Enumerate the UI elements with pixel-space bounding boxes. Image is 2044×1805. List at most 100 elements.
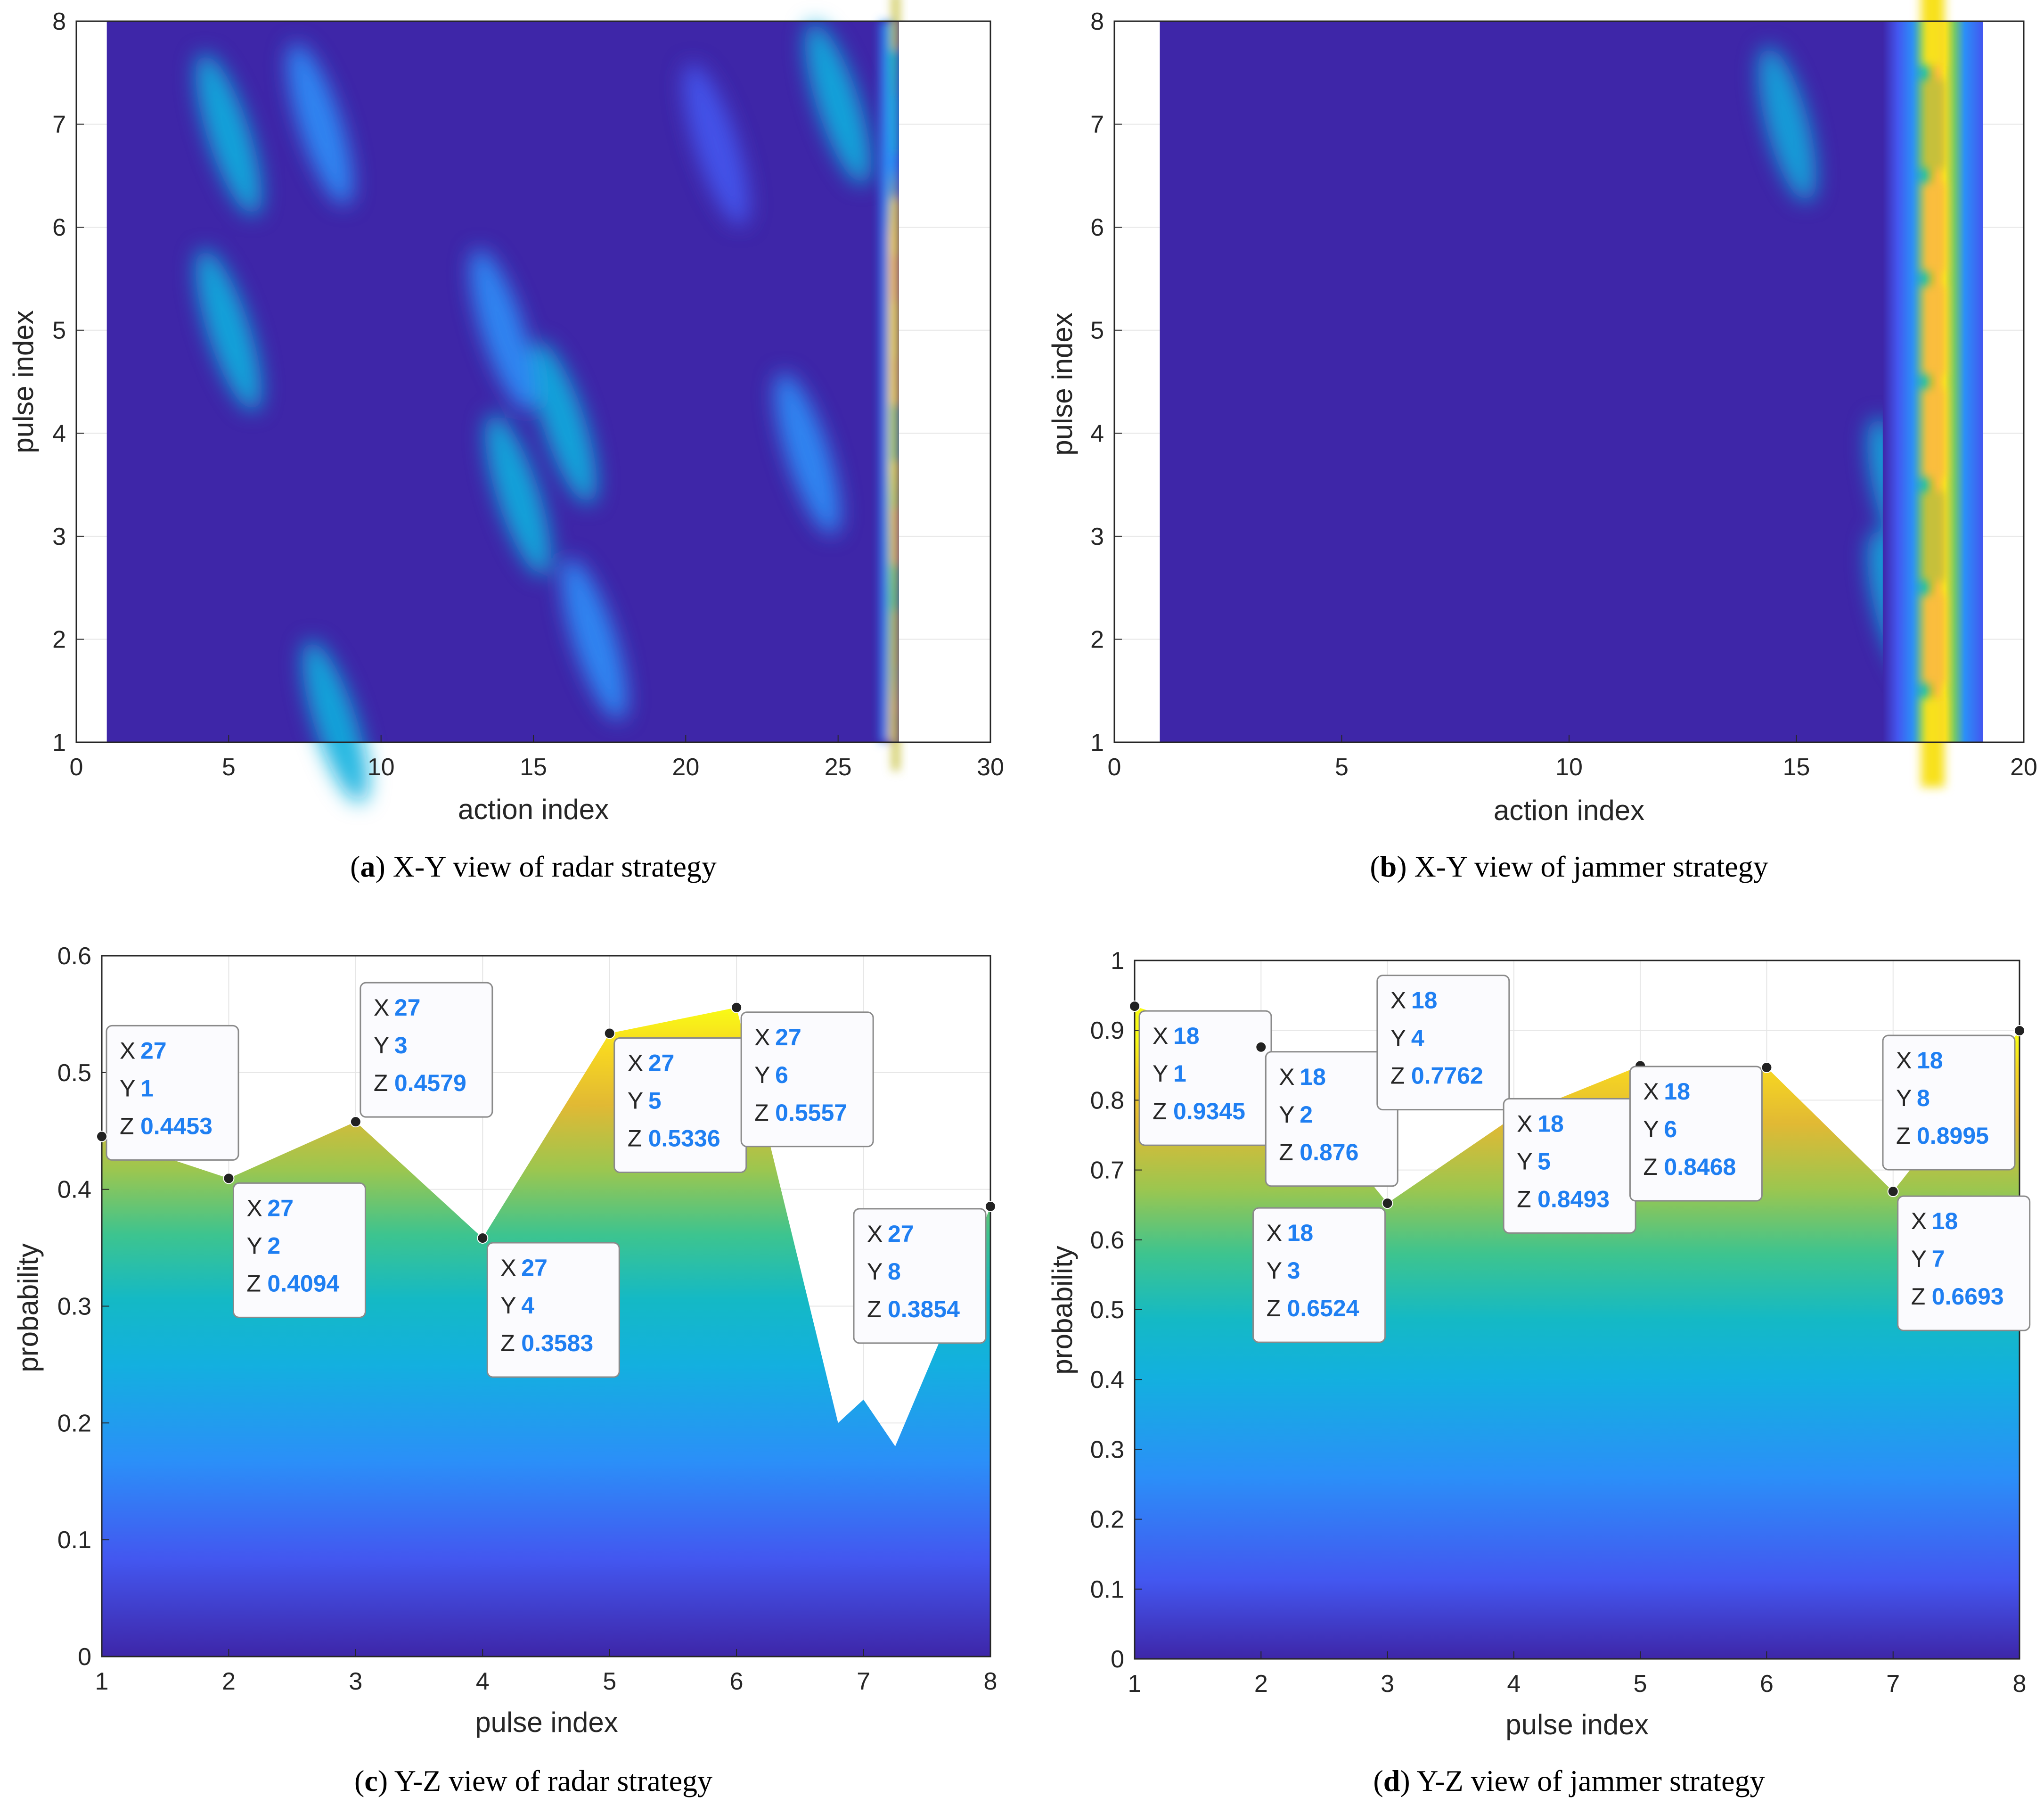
edge-cell: [892, 302, 899, 359]
datatip-value: 18: [1173, 1023, 1200, 1049]
datatip-value: 0.4579: [394, 1070, 466, 1096]
datatip-key: Z: [628, 1125, 642, 1152]
datatip-value: 0.3583: [521, 1330, 593, 1356]
datatip-value: 27: [648, 1050, 675, 1076]
y-tick-label: 4: [1090, 420, 1104, 447]
x-tick-label: 6: [1760, 1670, 1774, 1698]
datatip: X 27Y 4Z 0.3583: [486, 1242, 620, 1378]
datatip-key: Y: [1896, 1085, 1912, 1111]
x-tick-label: 20: [2010, 754, 2037, 781]
x-tick-label: 2: [1254, 1670, 1268, 1698]
y-tick-label: 5: [52, 317, 66, 345]
y-tick-label: 0.9: [1090, 1017, 1124, 1044]
x-tick-label: 5: [1634, 1670, 1647, 1698]
x-tick-label: 8: [2013, 1670, 2027, 1698]
x-tick-label: 7: [857, 1668, 870, 1695]
datatip: X 18Y 2Z 0.876: [1265, 1051, 1398, 1187]
ylabel-d: probability: [1047, 1246, 1078, 1375]
y-tick-label: 0.6: [57, 943, 91, 970]
datatip: X 18Y 6Z 0.8468: [1629, 1066, 1763, 1202]
datatip-value: 0.5557: [775, 1099, 847, 1126]
datatip-marker: [2014, 1025, 2025, 1036]
datatip: X 27Y 1Z 0.4453: [106, 1025, 239, 1161]
y-tick-label: 0.3: [57, 1293, 91, 1321]
datatip-marker: [1255, 1041, 1267, 1053]
datatip-key: Z: [1153, 1098, 1167, 1124]
datatip-key: Y: [867, 1258, 883, 1285]
datatip-value: 5: [648, 1088, 662, 1114]
y-tick-label: 0.4: [1090, 1366, 1124, 1394]
datatip-value: 6: [1664, 1116, 1677, 1142]
datatip-key: Y: [374, 1032, 389, 1058]
datatip-box: [360, 982, 493, 1118]
x-tick-label: 2: [222, 1668, 236, 1695]
y-tick-label: 5: [1090, 317, 1104, 345]
datatip: X 27Y 6Z 0.5557: [740, 1011, 874, 1148]
panel-c-radar-yz: 1 2 3 4 5 6 7 800.10.20.30.40.50.6 X 27Y 1Z 0.4453…: [12, 943, 997, 1797]
x-tick-label: 8: [984, 1668, 997, 1695]
datatip-box: [1629, 1066, 1763, 1202]
datatip-key: Z: [1517, 1186, 1531, 1212]
datatip: X 27Y 3Z 0.4579: [360, 982, 493, 1118]
datatip-marker: [1761, 1062, 1773, 1074]
y-tick-label: 7: [52, 111, 66, 139]
x-tick-label: 10: [1555, 754, 1583, 781]
datatip-key: Z: [754, 1099, 769, 1126]
x-tick-label: 0: [1108, 754, 1121, 781]
datatip: X 27Y 8Z 0.3854: [853, 1208, 987, 1344]
x-tick-label: 1: [95, 1668, 109, 1695]
datatip-key: Y: [1267, 1257, 1282, 1284]
datatip-value: 0.8995: [1917, 1123, 1989, 1149]
datatip-value: 18: [1932, 1208, 1958, 1234]
datatip-marker: [477, 1232, 489, 1244]
datatip-value: 4: [521, 1292, 534, 1319]
datatip-key: Z: [1279, 1139, 1293, 1165]
caption-c: (c) Y-Z view of radar strategy: [354, 1764, 712, 1797]
x-tick-label: 3: [349, 1668, 362, 1695]
y-tick-label: 0.3: [1090, 1436, 1124, 1463]
datatip-marker: [1887, 1186, 1899, 1198]
datatip-marker: [96, 1131, 107, 1142]
datatip-box: [740, 1011, 874, 1148]
datatip-key: Z: [1896, 1123, 1911, 1149]
datatip-value: 0.5336: [648, 1125, 720, 1152]
datatip-box: [232, 1182, 366, 1318]
datatip-key: Y: [1390, 1025, 1406, 1051]
datatip-key: X: [1896, 1047, 1912, 1074]
ylabel-b: pulse index: [1047, 312, 1078, 456]
datatip-key: Z: [1267, 1295, 1281, 1321]
heatmap-blob: [302, 640, 368, 803]
ticks-b: 0 5 10 15 20 1 2 3 4 5 6 7 8: [1090, 8, 2037, 781]
datatip-value: 27: [888, 1221, 914, 1247]
datatip-value: 0.3854: [888, 1296, 960, 1322]
peak-cell: [1921, 388, 1945, 478]
datatip-marker: [604, 1027, 615, 1039]
datatip-key: X: [120, 1037, 135, 1064]
datatip-key: Y: [246, 1232, 262, 1259]
datatip-key: Z: [1390, 1063, 1405, 1089]
ticks-c: 1 2 3 4 5 6 7 8 0 0.1 0.2 0.3 0.4 0.5 0.6: [57, 943, 997, 1695]
datatip-key: X: [1267, 1220, 1282, 1246]
datatip-box: [1882, 1034, 2016, 1171]
heatmap-field-b: [1160, 0, 1983, 787]
datatip-key: Z: [1911, 1283, 1926, 1310]
datatip-key: X: [500, 1255, 516, 1281]
datatip-key: X: [1390, 987, 1406, 1014]
y-tick-label: 0.1: [1090, 1576, 1124, 1603]
y-tick-label: 0.2: [1090, 1506, 1124, 1534]
datatip-key: X: [754, 1024, 770, 1050]
datatip-key: Y: [628, 1088, 643, 1114]
heatmap-blob: [805, 23, 871, 185]
datatip-value: 18: [1917, 1047, 1943, 1074]
x-tick-label: 5: [603, 1668, 616, 1695]
datatip-value: 27: [521, 1255, 548, 1281]
datatip: X 18Y 4Z 0.7762: [1376, 975, 1510, 1111]
datatip-value: 6: [775, 1062, 788, 1088]
ticks-a: 0 5 10 15 20 25 30 1 2 3 4 5 6 7 8: [52, 8, 1004, 781]
datatip-box: [853, 1208, 987, 1344]
datatip-key: Y: [1643, 1116, 1659, 1142]
panel-a-radar-xy: 0 5 10 15 20 25 30 1 2 3 4 5 6 7 8 action index pulse …: [8, 0, 1004, 883]
x-tick-label: 3: [1381, 1670, 1394, 1698]
